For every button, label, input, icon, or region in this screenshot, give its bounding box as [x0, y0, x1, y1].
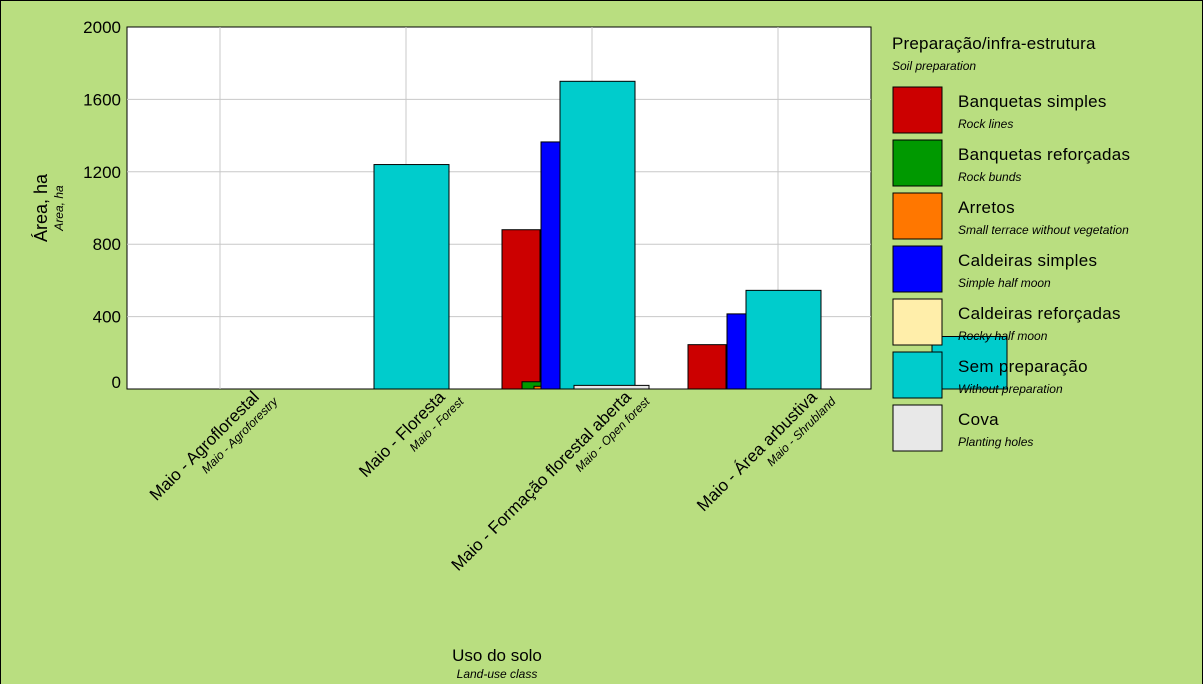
legend-item-sublabel: Rock bunds: [958, 170, 1021, 184]
legend-swatch: [892, 139, 943, 187]
bar: [687, 344, 727, 390]
legend: Preparação/infra-estrutura Soil preparat…: [892, 34, 1130, 452]
legend-item-sublabel: Planting holes: [958, 435, 1033, 449]
legend-item-label: Banquetas reforçadas: [958, 145, 1130, 164]
category-label: Maio - Agroflorestal: [146, 387, 263, 504]
y-tick-label: 400: [93, 308, 121, 327]
bar: [931, 336, 1008, 390]
x-axis-label: Uso do solo: [452, 646, 542, 665]
legend-item-sublabel: Small terrace without vegetation: [958, 223, 1129, 237]
bar: [745, 289, 822, 390]
bars: [373, 80, 1008, 390]
legend-item-sublabel: Without preparation: [958, 382, 1063, 396]
legend-subtitle: Soil preparation: [892, 59, 976, 73]
y-tick-label: 1600: [83, 90, 121, 109]
legend-swatch: [892, 192, 943, 240]
y-tick-label: 1200: [83, 163, 121, 182]
legend-title: Preparação/infra-estrutura: [892, 34, 1096, 53]
legend-item-label: Caldeiras simples: [958, 251, 1097, 270]
legend-swatch: [892, 404, 943, 452]
legend-item-label: Sem preparação: [958, 357, 1088, 376]
bar: [373, 164, 450, 390]
bar: [573, 384, 650, 390]
legend-swatch: [892, 351, 943, 399]
bar: [559, 80, 636, 390]
bar: [501, 229, 541, 390]
category-label: Maio - Área arbustiva: [693, 387, 821, 515]
legend-item-sublabel: Rock lines: [958, 117, 1013, 131]
y-axis-ticks: 0 400 800 1200 1600 2000: [83, 18, 121, 392]
legend-item-label: Arretos: [958, 198, 1015, 217]
category-label: Maio - Formação florestal aberta: [448, 387, 636, 575]
legend-swatch: [892, 86, 943, 134]
legend-item-label: Cova: [958, 410, 999, 429]
legend-swatch: [892, 298, 943, 346]
y-tick-label: 800: [93, 235, 121, 254]
legend-item-label: Caldeiras reforçadas: [958, 304, 1121, 323]
legend-swatch: [892, 245, 943, 293]
x-axis-sublabel: Land-use class: [457, 667, 538, 681]
y-axis-sublabel: Area, ha: [52, 185, 66, 232]
y-tick-label: 2000: [83, 18, 121, 37]
legend-item-label: Banquetas simples: [958, 92, 1107, 111]
legend-item-sublabel: Rocky half moon: [958, 329, 1048, 343]
legend-item-sublabel: Simple half moon: [958, 276, 1051, 290]
y-tick-label: 0: [112, 373, 121, 392]
y-axis-label: Área, ha: [31, 173, 51, 242]
